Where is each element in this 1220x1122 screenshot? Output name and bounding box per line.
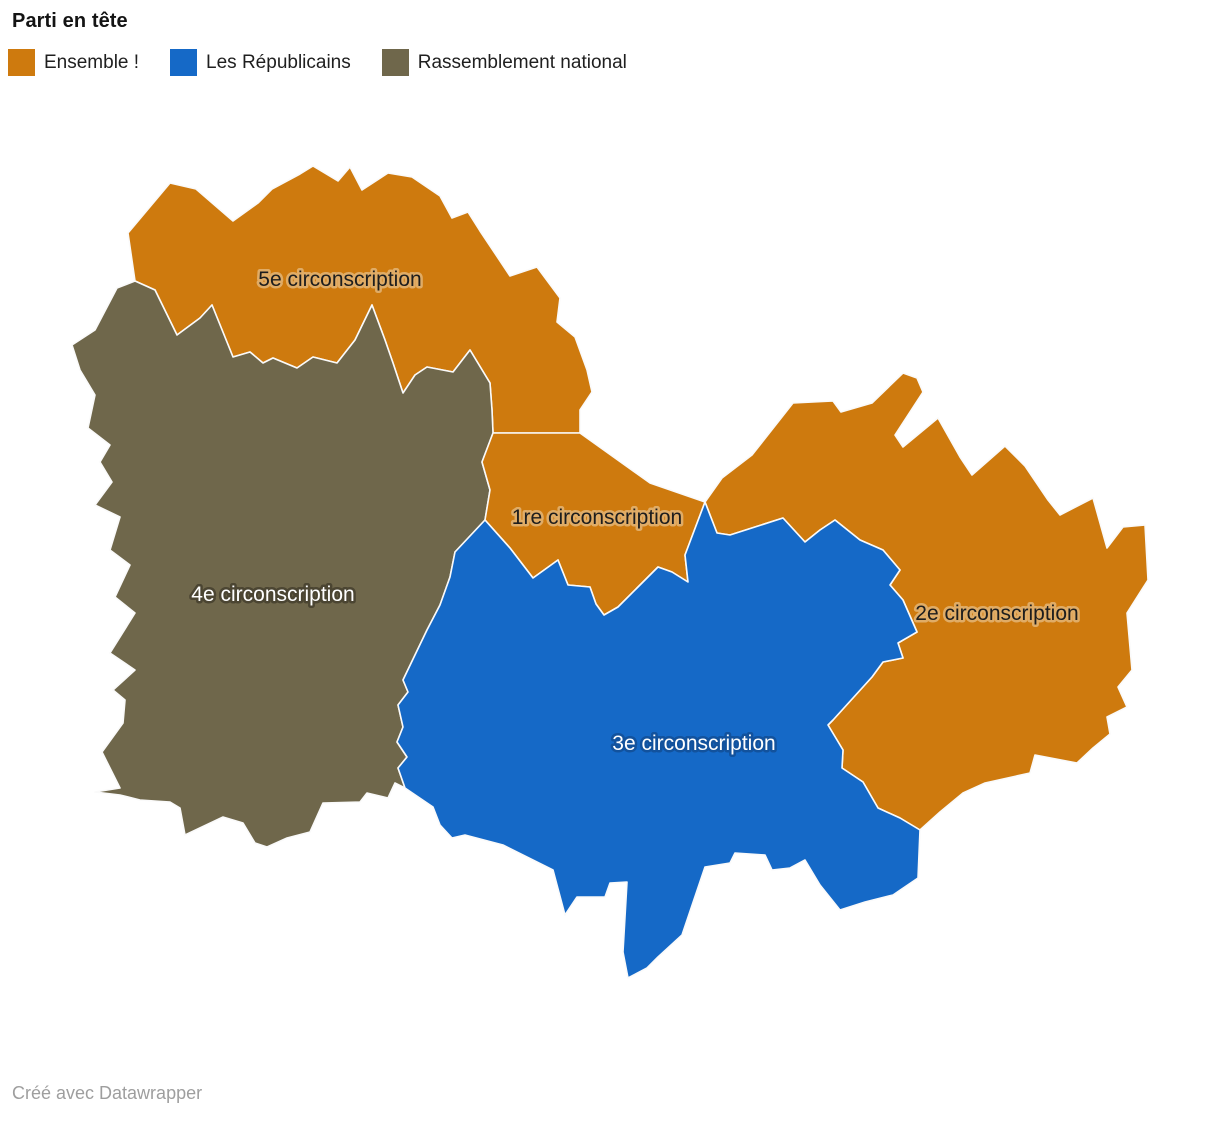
legend-swatch-ensemble — [8, 49, 35, 76]
region-3e-circonscription[interactable] — [396, 501, 921, 979]
region-label-3e: 3e circonscription — [612, 732, 775, 755]
region-label-5e: 5e circonscription — [258, 268, 421, 291]
datawrapper-credit[interactable]: Créé avec Datawrapper — [12, 1083, 203, 1103]
region-4e-circonscription[interactable] — [71, 280, 494, 848]
legend-label-les-republicains: Les Républicains — [206, 51, 351, 73]
legend-item-ensemble: Ensemble ! — [8, 49, 139, 76]
legend-label-rassemblement-national: Rassemblement national — [417, 51, 627, 73]
legend-swatch-les-republicains — [170, 49, 198, 76]
legend: Ensemble ! Les Républicains Rassemblemen… — [8, 49, 658, 76]
region-label-1re: 1re circonscription — [512, 506, 682, 529]
legend-item-rassemblement-national: Rassemblement national — [381, 49, 627, 76]
region-label-2e: 2e circonscription — [915, 602, 1078, 625]
region-label-4e: 4e circonscription — [191, 583, 354, 606]
map-title: Parti en tête — [12, 10, 128, 32]
header: Parti en tête — [12, 10, 128, 33]
legend-item-les-republicains: Les Républicains — [170, 49, 351, 76]
legend-label-ensemble: Ensemble ! — [44, 51, 140, 73]
legend-swatch-rassemblement-national — [381, 49, 409, 76]
